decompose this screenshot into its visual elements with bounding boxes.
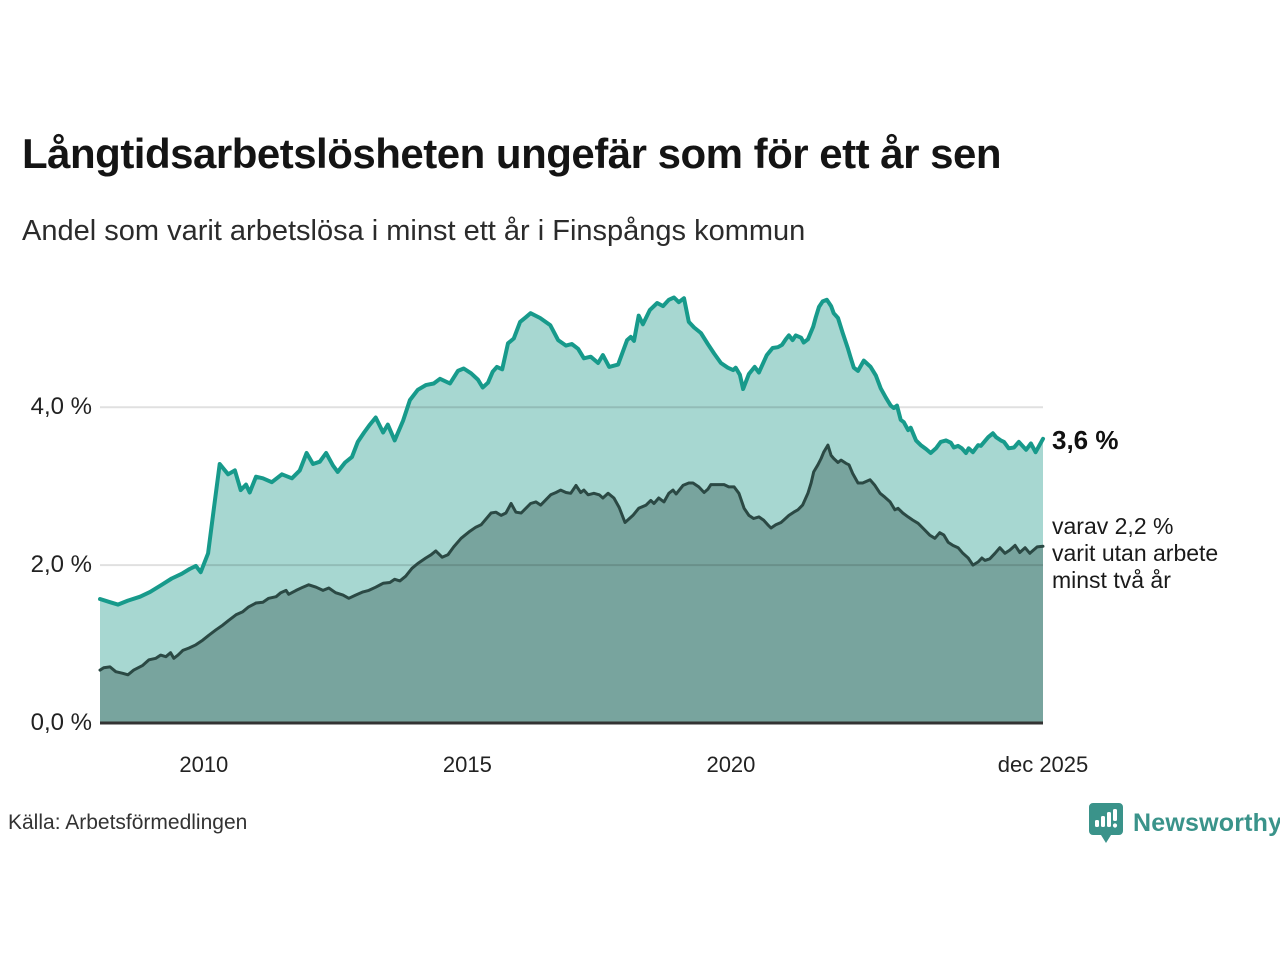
detail-line: varav 2,2 % — [1052, 513, 1174, 539]
newsworthy-logo-text: Newsworthy — [1133, 808, 1280, 837]
x-tick-label: 2015 — [442, 752, 492, 777]
x-tick-label: dec 2025 — [997, 752, 1089, 777]
x-tick-label: 2020 — [706, 752, 756, 777]
source-caption: Källa: Arbetsförmedlingen — [8, 811, 248, 834]
area-fill-2yr — [100, 445, 1043, 723]
y-tick-label: 2,0 % — [30, 551, 92, 579]
x-tick-label: 2010 — [179, 752, 229, 777]
chart-subtitle: Andel som varit arbetslösa i minst ett å… — [22, 215, 806, 247]
y-tick-label: 4,0 % — [30, 393, 92, 421]
newsworthy-bubble-chart-icon — [1088, 802, 1124, 844]
line-2yr — [98, 443, 1045, 677]
detail-line: minst två år — [1052, 567, 1171, 594]
line-1yr — [98, 295, 1045, 607]
y-tick-label: 0,0 % — [30, 709, 92, 736]
chart-title: Långtidsarbetslösheten ungefär som för e… — [22, 130, 1002, 177]
newsworthy-logo: Newsworthy — [1088, 802, 1280, 844]
series-end-value-label: 3,6 % — [1052, 425, 1119, 455]
series-end-detail-label: varav 2,2 % varit utan arbete minst två … — [1052, 513, 1218, 594]
detail-line: varit utan arbete — [1052, 540, 1219, 567]
